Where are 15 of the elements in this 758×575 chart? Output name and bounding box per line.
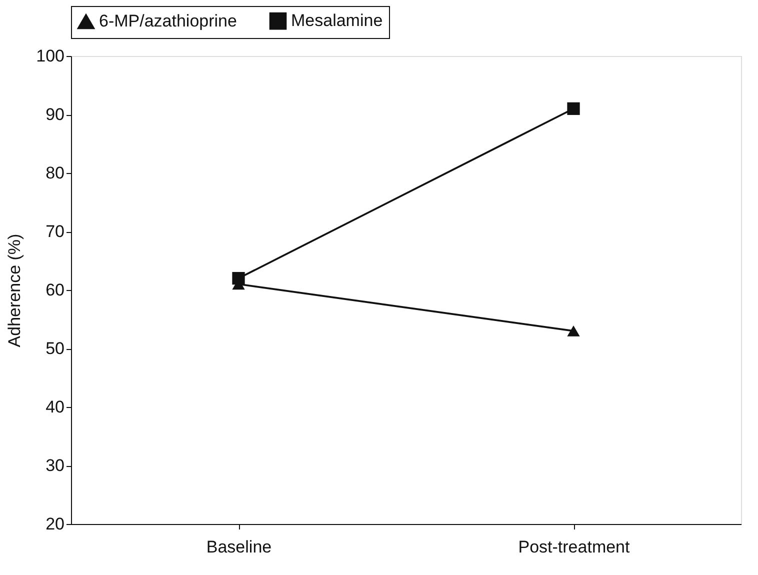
y-axis-title: Adherence (%) — [5, 234, 24, 348]
point — [567, 102, 580, 115]
y-tick-label: 60 — [46, 280, 64, 300]
x-tick-label: Baseline — [206, 538, 272, 556]
y-tick-label: 90 — [46, 105, 64, 124]
x-tick-label: Post-treatment — [518, 538, 630, 556]
y-tick-label: 30 — [46, 456, 64, 475]
y-tick-label: 50 — [46, 339, 64, 358]
y-tick-label: 100 — [36, 46, 64, 66]
y-tick-label: 40 — [46, 398, 64, 416]
y-tick-label: 70 — [46, 222, 64, 241]
legend-label: Mesalamine — [291, 11, 383, 30]
y-tick-label: 80 — [46, 164, 64, 182]
legend-label: 6-MP/azathioprine — [99, 12, 237, 31]
y-tick-label: 20 — [46, 514, 64, 534]
